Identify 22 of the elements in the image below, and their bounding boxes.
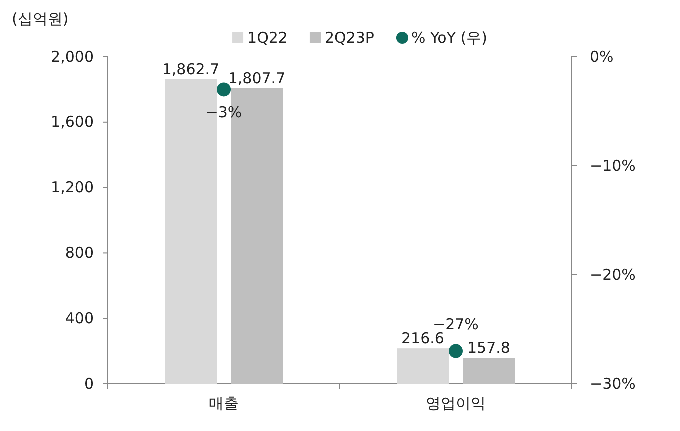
legend-label: 1Q22 bbox=[248, 29, 288, 47]
y-tick-label: 400 bbox=[65, 309, 94, 328]
legend-label: 2Q23P bbox=[324, 29, 374, 47]
y-tick-label: 800 bbox=[65, 244, 94, 262]
data-label: 157.8 bbox=[468, 339, 510, 358]
y-tick-label: 2,000 bbox=[51, 48, 94, 66]
y-tick-label: 0 bbox=[84, 374, 94, 393]
y2-tick-label: −30% bbox=[590, 374, 636, 393]
y2-tick-label: −20% bbox=[590, 266, 636, 284]
x-tick-label: 영업이익 bbox=[426, 394, 486, 413]
bar bbox=[463, 358, 515, 384]
data-label: 1,807.7 bbox=[228, 69, 286, 88]
legend-label: % YoY (우) bbox=[411, 29, 488, 47]
x-tick-label: 매출 bbox=[209, 394, 239, 413]
data-label: 1,862.7 bbox=[162, 60, 220, 78]
bar bbox=[397, 348, 449, 384]
y-axis-title: (십억원) bbox=[12, 10, 69, 28]
y2-tick-label: −10% bbox=[590, 156, 636, 175]
y-tick-label: 1,200 bbox=[51, 178, 94, 197]
data-label: −3% bbox=[206, 104, 242, 122]
y2-tick-label: 0% bbox=[590, 48, 614, 66]
y-tick-label: 1,600 bbox=[51, 113, 94, 132]
